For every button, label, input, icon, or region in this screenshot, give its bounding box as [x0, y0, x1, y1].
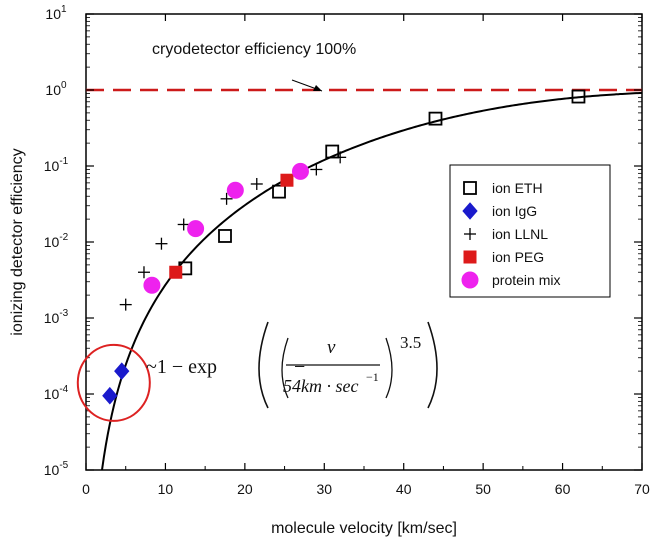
data-point-ion-llnl [155, 237, 168, 250]
data-point-ion-llnl [177, 218, 190, 231]
formula-left-paren-inner [281, 337, 289, 399]
data-point-ion-llnl [310, 163, 323, 176]
data-point-ion-eth [571, 89, 586, 104]
data-point-ion-eth [272, 184, 286, 199]
legend-marker-ion-peg [463, 250, 477, 264]
y-axis-title: ionizing detector efficiency [9, 148, 26, 335]
data-point-ion-peg [169, 265, 183, 279]
data-point-ion-igg [114, 362, 130, 380]
fit-formula: ~1 − exp − v 54km · sec −1 3.5 [146, 321, 438, 409]
reference-arrow [291, 79, 323, 92]
series-ion-igg [102, 362, 130, 405]
data-point-protein-mix [291, 162, 309, 180]
formula-denominator: 54km · sec [283, 376, 358, 396]
series-protein-mix [143, 162, 309, 294]
data-point-ion-llnl [119, 298, 132, 311]
x-tick-label: 10 [158, 481, 174, 497]
x-axis-title: molecule velocity [km/sec] [271, 520, 457, 537]
formula-right-paren-inner [385, 337, 393, 399]
data-point-ion-llnl [334, 151, 347, 164]
legend: ion ETH ion IgG ion LLNL ion PEG protein mix [449, 164, 611, 298]
legend-label-protein-mix: protein mix [492, 272, 560, 288]
y-tick-label: 10-2 [44, 232, 69, 250]
formula-denominator-exponent: −1 [366, 370, 379, 384]
data-point-ion-llnl [137, 266, 150, 279]
formula-minus: − [294, 356, 305, 378]
series-ion-eth [178, 89, 586, 276]
data-point-ion-eth [325, 144, 340, 159]
highlight-circle [76, 343, 151, 422]
data-point-ion-llnl [220, 192, 233, 205]
x-tick-label: 70 [634, 481, 650, 497]
data-point-protein-mix [187, 220, 205, 238]
data-point-protein-mix [143, 276, 161, 294]
formula-exponent: 3.5 [400, 333, 421, 352]
legend-label-ion-igg: ion IgG [492, 203, 537, 219]
series-ion-peg [169, 173, 294, 279]
x-tick-label: 0 [82, 481, 90, 497]
legend-label-ion-peg: ion PEG [492, 249, 544, 265]
legend-marker-ion-eth [463, 181, 477, 195]
legend-marker-ion-llnl [464, 228, 476, 240]
formula-numerator: v [327, 337, 336, 358]
y-tick-label: 101 [45, 4, 67, 22]
x-tick-label: 20 [237, 481, 253, 497]
fit-curve [100, 91, 642, 470]
data-point-ion-eth [218, 229, 232, 243]
series-group [102, 89, 586, 405]
x-tick-label: 60 [555, 481, 571, 497]
reference-line-label: cryodetector efficiency 100% [152, 41, 356, 58]
data-point-ion-llnl [250, 177, 263, 190]
y-tick-label: 10-5 [44, 460, 69, 478]
data-point-ion-peg [280, 173, 294, 187]
axes-group: 0 10 20 30 40 50 60 70 10-5 10-4 10-3 10-2 10-1 100 10… [44, 4, 650, 497]
legend-label-ion-eth: ion ETH [492, 180, 543, 196]
legend-marker-ion-igg [462, 202, 478, 220]
fit-curve-group [100, 91, 642, 470]
x-tick-label: 50 [475, 481, 491, 497]
data-point-protein-mix [226, 181, 244, 199]
y-tick-label: 10-3 [44, 308, 69, 326]
formula-right-paren [427, 321, 438, 409]
formula-left-paren [258, 321, 269, 409]
data-point-ion-eth [428, 111, 443, 126]
legend-marker-protein-mix [461, 271, 479, 289]
data-point-ion-igg [102, 386, 118, 405]
y-tick-label: 100 [45, 80, 67, 98]
y-tick-label: 10-4 [44, 384, 69, 402]
x-tick-label: 30 [316, 481, 332, 497]
legend-label-ion-llnl: ion LLNL [492, 226, 548, 242]
x-tick-label: 40 [396, 481, 412, 497]
y-tick-label: 10-1 [44, 156, 69, 174]
formula-lead: ~1 − exp [146, 356, 217, 378]
series-ion-llnl [119, 151, 347, 311]
